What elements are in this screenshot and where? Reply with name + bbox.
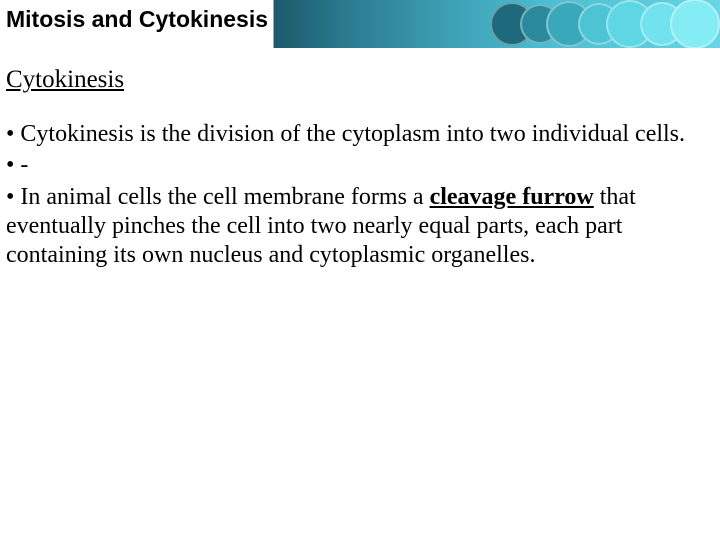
bullet-2: • - — [6, 151, 710, 180]
section-title: Cytokinesis — [6, 66, 710, 94]
header-decorative-cells — [274, 0, 720, 48]
body-text: • Cytokinesis is the division of the cyt… — [6, 120, 710, 270]
bullet-3-text-a: In animal cells the cell membrane forms … — [20, 184, 429, 210]
bullet-1: • Cytokinesis is the division of the cyt… — [6, 120, 710, 149]
keyword-cleavage-furrow: cleavage furrow — [430, 184, 594, 210]
bullet-1-text: Cytokinesis is the division of the cytop… — [20, 121, 685, 147]
slide-content: Cytokinesis • Cytokinesis is the divisio… — [0, 48, 720, 270]
slide-header-title: Mitosis and Cytokinesis — [6, 6, 268, 33]
cell-icon — [670, 0, 720, 48]
bullet-mark: • — [6, 184, 20, 210]
slide-header: Mitosis and Cytokinesis — [0, 0, 720, 48]
bullet-mark: • — [6, 121, 20, 147]
bullet-3: • In animal cells the cell membrane form… — [6, 183, 710, 271]
